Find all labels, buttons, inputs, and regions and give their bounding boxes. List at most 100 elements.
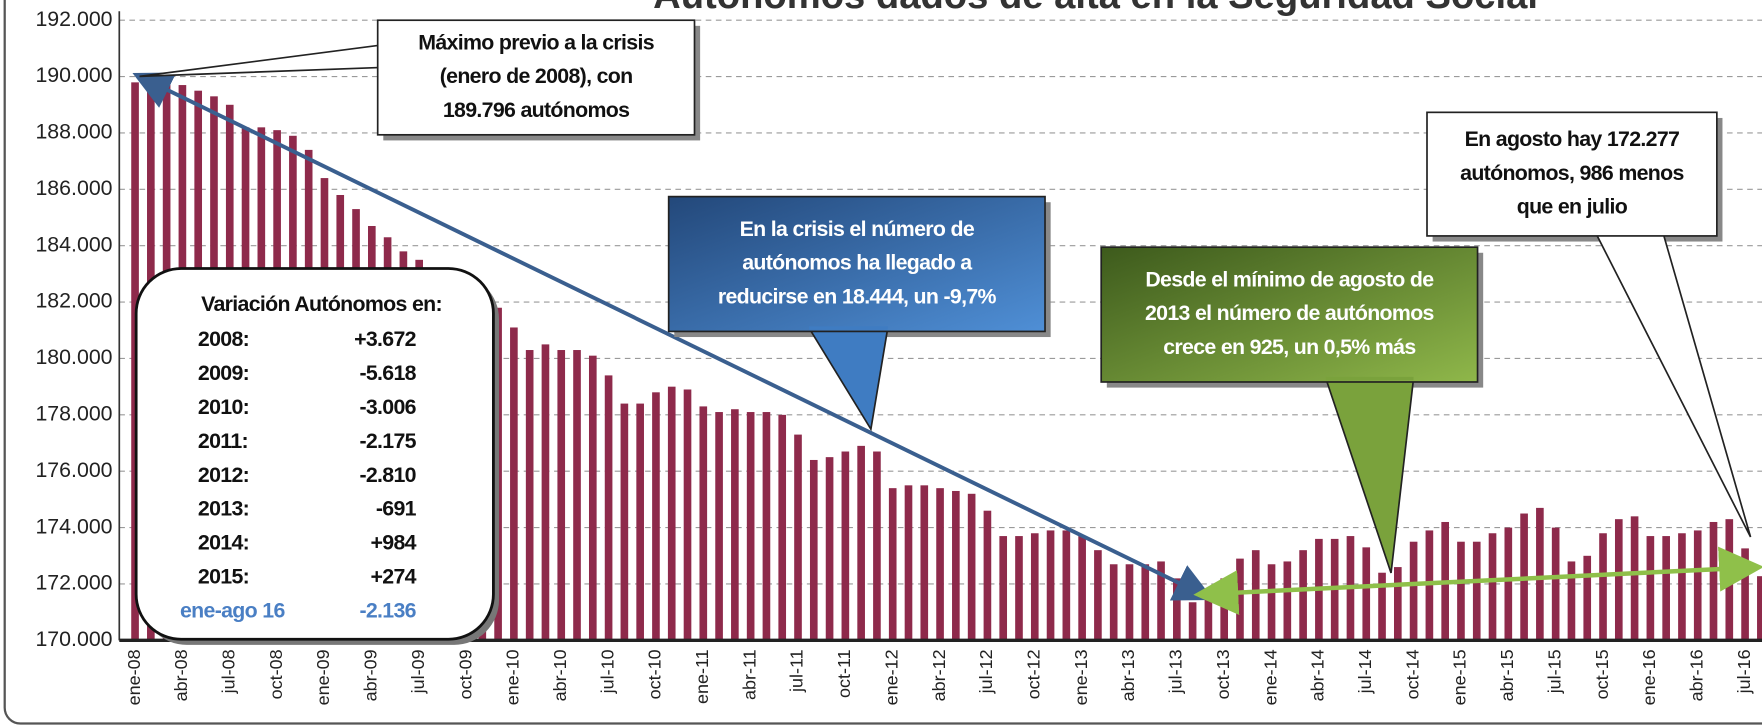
x-tick-label: jul-13 bbox=[1166, 649, 1186, 694]
annotation-text: autónomos, 986 menos bbox=[1460, 161, 1684, 185]
chart-title: Autónomos dados de alta en la Seguridad … bbox=[653, 0, 1538, 17]
variation-label: 2010: bbox=[198, 395, 249, 419]
callout-pointer bbox=[139, 43, 384, 78]
x-tick-label: ene-14 bbox=[1260, 649, 1280, 705]
y-tick-label: 170.000 bbox=[35, 627, 112, 651]
variation-label: 2013: bbox=[198, 497, 249, 521]
bar bbox=[920, 485, 929, 641]
variation-value: +984 bbox=[371, 531, 417, 555]
x-tick-label: ene-15 bbox=[1450, 649, 1470, 705]
variation-value: -3.006 bbox=[359, 395, 416, 419]
bar bbox=[1141, 564, 1150, 641]
bar bbox=[1504, 527, 1513, 641]
bar bbox=[1236, 558, 1244, 641]
x-tick-label: oct-13 bbox=[1213, 649, 1233, 699]
bar bbox=[778, 414, 787, 641]
bar bbox=[1536, 507, 1544, 641]
bar bbox=[1614, 519, 1623, 641]
bar bbox=[1488, 533, 1497, 641]
x-tick-label: jul-08 bbox=[219, 649, 239, 694]
callout-pointer bbox=[807, 327, 889, 432]
bar bbox=[1662, 536, 1670, 641]
bar bbox=[1725, 519, 1734, 641]
x-tick-label: ene-12 bbox=[881, 649, 901, 705]
annotation-text: En la crisis el número de bbox=[740, 217, 975, 241]
variation-title: Variación Autónomos en: bbox=[201, 292, 442, 316]
annotation-text: En agosto hay 172.277 bbox=[1465, 127, 1680, 151]
bar bbox=[1757, 576, 1762, 641]
annotation-text: reducirse en 18.444, un -9,7% bbox=[718, 284, 997, 308]
y-tick-label: 192.000 bbox=[35, 7, 112, 31]
bar bbox=[952, 490, 960, 641]
x-tick-label: ene-13 bbox=[1071, 649, 1091, 705]
x-tick-label: abr-16 bbox=[1686, 649, 1706, 701]
x-tick-label: oct-12 bbox=[1024, 649, 1044, 699]
bar bbox=[888, 488, 897, 641]
bar bbox=[636, 403, 644, 641]
bar bbox=[557, 350, 566, 641]
variation-value: -2.810 bbox=[359, 463, 415, 487]
bar bbox=[1173, 578, 1181, 641]
bar bbox=[1362, 547, 1371, 641]
x-tick-label: oct-10 bbox=[645, 649, 665, 699]
x-tick-label: abr-13 bbox=[1118, 649, 1138, 701]
y-tick-label: 188.000 bbox=[35, 120, 112, 144]
callout-pointer bbox=[1324, 377, 1415, 574]
bar bbox=[873, 451, 881, 641]
bar bbox=[652, 392, 660, 641]
bar bbox=[1583, 555, 1592, 641]
bar bbox=[1709, 521, 1718, 641]
bar bbox=[1630, 516, 1639, 641]
bar bbox=[1204, 589, 1213, 641]
bar bbox=[731, 409, 739, 641]
bar bbox=[999, 536, 1008, 641]
annotation-text: Desde el mínimo de agosto de bbox=[1145, 268, 1434, 292]
x-tick-label: abr-09 bbox=[361, 649, 381, 701]
bar bbox=[1283, 561, 1292, 641]
x-tick-label: jul-09 bbox=[408, 649, 428, 694]
callout-box bbox=[667, 195, 1046, 333]
bar bbox=[588, 355, 597, 641]
x-tick-label: abr-08 bbox=[171, 649, 191, 701]
x-tick-label: jul-14 bbox=[1355, 649, 1375, 694]
x-tick-label: abr-12 bbox=[929, 649, 949, 701]
bar bbox=[1693, 530, 1702, 641]
y-tick-label: 190.000 bbox=[35, 63, 112, 87]
bar bbox=[1062, 530, 1071, 641]
bar bbox=[1109, 564, 1118, 641]
bar bbox=[1188, 602, 1197, 641]
x-tick-label: ene-10 bbox=[503, 649, 523, 705]
bar bbox=[1267, 564, 1276, 641]
x-tick-label: oct-09 bbox=[455, 649, 475, 699]
y-tick-label: 186.000 bbox=[35, 176, 112, 200]
bar bbox=[604, 375, 613, 641]
bar bbox=[857, 445, 865, 641]
bar bbox=[620, 403, 629, 641]
bar bbox=[1678, 533, 1686, 641]
bar bbox=[510, 327, 518, 641]
bar bbox=[541, 344, 550, 641]
variation-value: -5.618 bbox=[359, 361, 416, 385]
x-tick-label: oct-15 bbox=[1592, 649, 1612, 699]
variation-value: -2.175 bbox=[359, 429, 416, 453]
callout-box bbox=[1100, 246, 1479, 383]
variation-label: ene-ago 16 bbox=[180, 598, 285, 622]
variation-label: 2009: bbox=[198, 361, 249, 385]
bar bbox=[1046, 530, 1055, 641]
bar bbox=[1251, 550, 1260, 641]
bar bbox=[1393, 567, 1402, 641]
bar bbox=[904, 485, 913, 641]
variation-value: -2.136 bbox=[359, 598, 416, 622]
bar bbox=[699, 406, 708, 641]
bar bbox=[794, 434, 802, 641]
bar bbox=[983, 510, 992, 641]
x-tick-label: abr-15 bbox=[1497, 649, 1517, 701]
bar bbox=[1457, 541, 1465, 641]
bar bbox=[1409, 541, 1418, 641]
annotation-text: Máximo previo a la crisis bbox=[418, 30, 654, 54]
variation-value: +274 bbox=[371, 565, 417, 589]
bar bbox=[1125, 564, 1134, 641]
annotation-text: 189.796 autónomos bbox=[443, 98, 630, 122]
bar bbox=[746, 412, 755, 641]
bar bbox=[525, 350, 534, 641]
